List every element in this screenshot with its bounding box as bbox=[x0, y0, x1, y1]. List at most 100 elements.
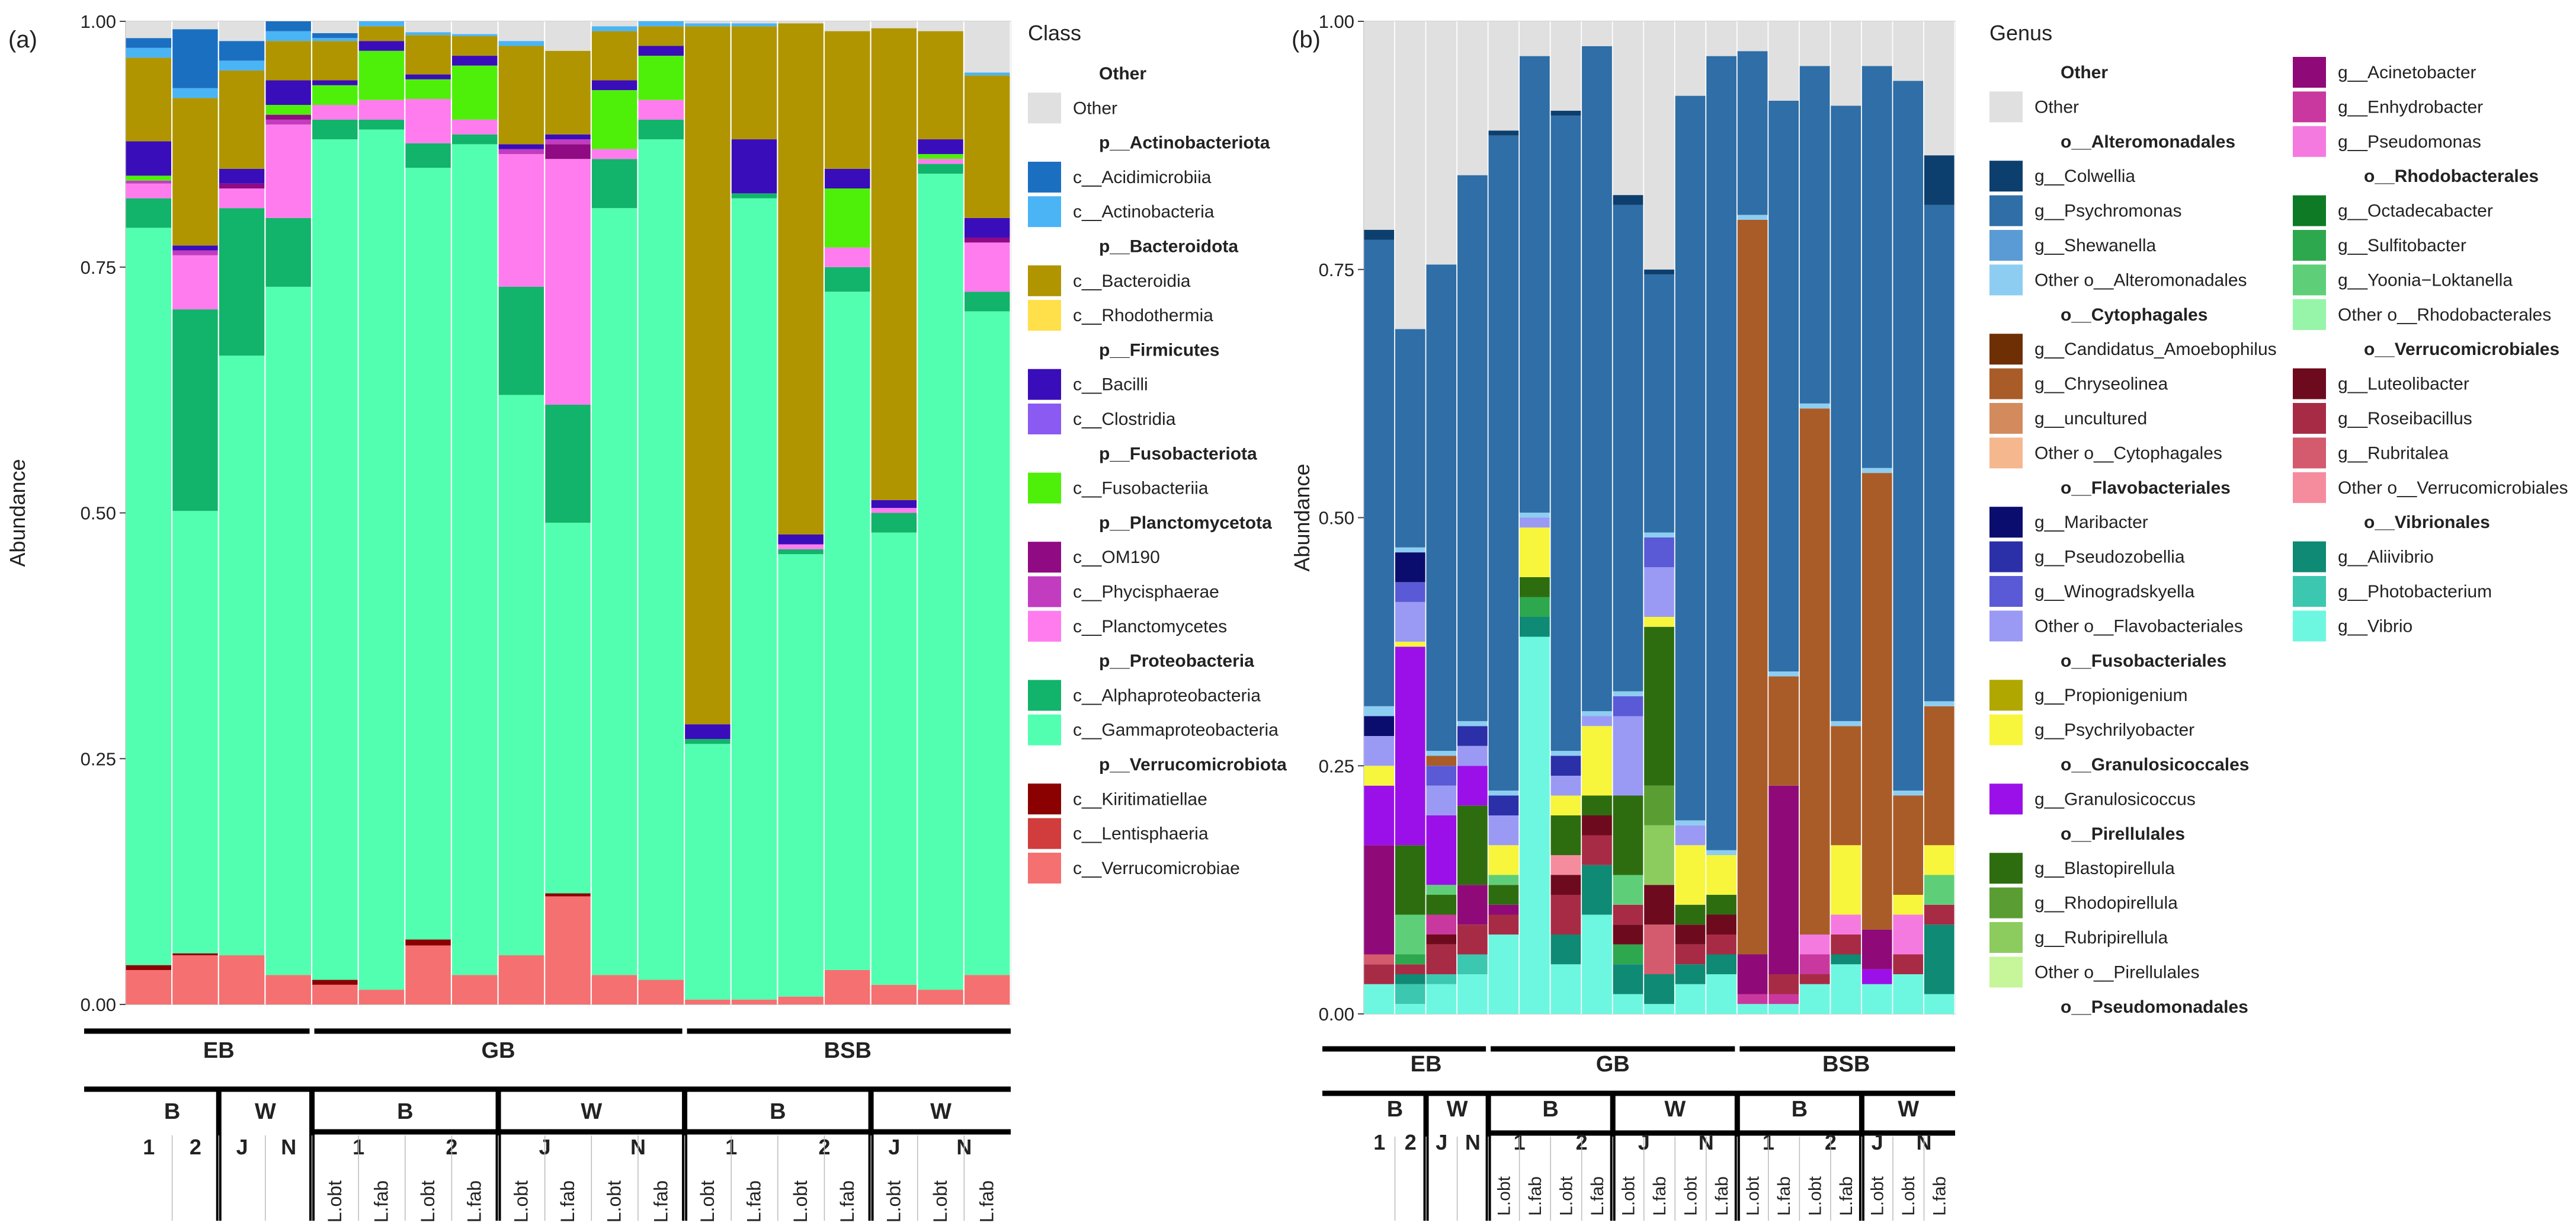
bar-segment bbox=[1924, 155, 1955, 205]
bar-segment bbox=[219, 60, 265, 71]
bar-14 bbox=[1768, 21, 1800, 1014]
bar-segment bbox=[1799, 984, 1831, 1014]
bar-10 bbox=[545, 21, 592, 1004]
species-label: L.obt bbox=[604, 1180, 625, 1223]
legend-swatch bbox=[1989, 610, 2023, 642]
legend-label: c__Phycisphaerae bbox=[1073, 583, 1219, 602]
bar-segment bbox=[172, 255, 219, 310]
bar-segment bbox=[1582, 726, 1613, 796]
bar-segment bbox=[1613, 944, 1644, 965]
legend-swatch bbox=[1028, 714, 1061, 745]
bar-segment bbox=[1395, 647, 1426, 846]
bar-segment bbox=[964, 237, 1011, 243]
legend-swatch bbox=[1989, 195, 2023, 226]
bar-segment bbox=[638, 21, 684, 27]
bar-segment bbox=[265, 31, 312, 41]
bar-segment bbox=[1488, 795, 1520, 815]
legend-header: p__Actinobacteriota bbox=[1099, 133, 1270, 153]
bar-segment bbox=[1613, 716, 1644, 796]
legend-swatch bbox=[1028, 610, 1061, 642]
species-label: L.obt bbox=[697, 1180, 718, 1223]
legend-header: o__Vibrionales bbox=[2364, 513, 2490, 532]
bar-segment bbox=[871, 500, 918, 508]
y-tick-label: 0.75 bbox=[1319, 260, 1354, 280]
bar-segment bbox=[1395, 329, 1426, 548]
bar-segment bbox=[1831, 726, 1862, 846]
species-label: L.fab bbox=[370, 1180, 392, 1223]
bar-segment bbox=[1613, 964, 1644, 994]
bar-segment bbox=[825, 267, 871, 292]
site-label: EB bbox=[203, 1038, 235, 1063]
bar-segment bbox=[1799, 403, 1831, 409]
bar-2 bbox=[1395, 21, 1427, 1014]
bar-segment-other bbox=[219, 21, 265, 41]
bar-18 bbox=[918, 21, 965, 1004]
bar-segment bbox=[1831, 845, 1862, 915]
bar-segment bbox=[825, 168, 871, 189]
species-label: L.fab bbox=[1712, 1176, 1732, 1216]
legend-header: o__Verrucomicrobiales bbox=[2364, 340, 2559, 359]
bar-segment bbox=[126, 47, 172, 58]
season-label: W bbox=[930, 1099, 951, 1124]
bar-segment bbox=[358, 21, 405, 27]
bar-segment bbox=[1924, 706, 1955, 846]
legend-swatch bbox=[2293, 195, 2326, 226]
bar-segment bbox=[126, 141, 172, 176]
legend-swatch bbox=[1028, 369, 1061, 400]
bar-segment bbox=[1364, 736, 1395, 766]
legend-header: Other bbox=[2061, 63, 2108, 82]
legend-swatch bbox=[1989, 714, 2023, 745]
bar-segment bbox=[1924, 845, 1955, 875]
legend-label: Other o__Alteromonadales bbox=[2034, 270, 2247, 290]
bar-segment-other bbox=[1893, 21, 1924, 81]
legend-swatch bbox=[1028, 852, 1061, 884]
bar-segment bbox=[1675, 845, 1706, 905]
bar-segment bbox=[1395, 641, 1426, 647]
legend-label: g__Enhydrobacter bbox=[2338, 97, 2483, 117]
legend-swatch bbox=[1989, 576, 2023, 607]
bar-segment bbox=[1675, 820, 1706, 825]
bar-segment bbox=[591, 149, 638, 159]
bar-5 bbox=[312, 21, 359, 1004]
bar-segment bbox=[778, 23, 824, 535]
bar-segment bbox=[219, 356, 265, 956]
legend-label: g__Colwellia bbox=[2034, 167, 2135, 186]
legend-label: g__Octadecabacter bbox=[2338, 201, 2493, 221]
bar-segment bbox=[265, 114, 312, 120]
legend-header: o__Alteromonadales bbox=[2061, 132, 2235, 152]
season-label: B bbox=[1542, 1097, 1558, 1122]
species-label: L.fab bbox=[976, 1180, 998, 1223]
bar-segment bbox=[1364, 766, 1395, 786]
bar-segment bbox=[1395, 601, 1426, 642]
legend-label: Other bbox=[2034, 97, 2079, 117]
species-label: L.obt bbox=[1868, 1176, 1888, 1215]
legend-swatch bbox=[1028, 404, 1061, 434]
legend-swatch bbox=[1028, 92, 1061, 124]
legend-label: g__Winogradskyella bbox=[2034, 582, 2194, 601]
bar-segment bbox=[1364, 239, 1395, 706]
legend-header: o__Rhodobacterales bbox=[2364, 167, 2539, 186]
bar-segment bbox=[1675, 825, 1706, 846]
bar-segment bbox=[638, 26, 684, 46]
bar-segment bbox=[1395, 984, 1426, 1004]
season-label: W bbox=[1898, 1097, 1919, 1122]
bar-segment bbox=[265, 975, 312, 1004]
bar-segment bbox=[1737, 51, 1768, 215]
legend-label: c__Clostridia bbox=[1073, 409, 1176, 429]
legend-label: g__Vibrio bbox=[2338, 616, 2412, 636]
bar-segment bbox=[545, 523, 591, 894]
legend-label: c__Alphaproteobacteria bbox=[1073, 686, 1261, 705]
legend-swatch bbox=[2293, 91, 2326, 123]
bar-segment bbox=[405, 74, 451, 79]
species-label: L.fab bbox=[557, 1180, 578, 1223]
bar-segment bbox=[312, 119, 358, 140]
bar-segment bbox=[1644, 885, 1675, 925]
bar-segment bbox=[1520, 527, 1550, 577]
bar-segment bbox=[638, 139, 684, 980]
legend-swatch bbox=[1989, 680, 2023, 711]
bar-15 bbox=[1799, 21, 1831, 1014]
bar-segment bbox=[731, 999, 778, 1004]
bar-19 bbox=[964, 21, 1011, 1004]
bar-segment-other bbox=[825, 21, 871, 31]
